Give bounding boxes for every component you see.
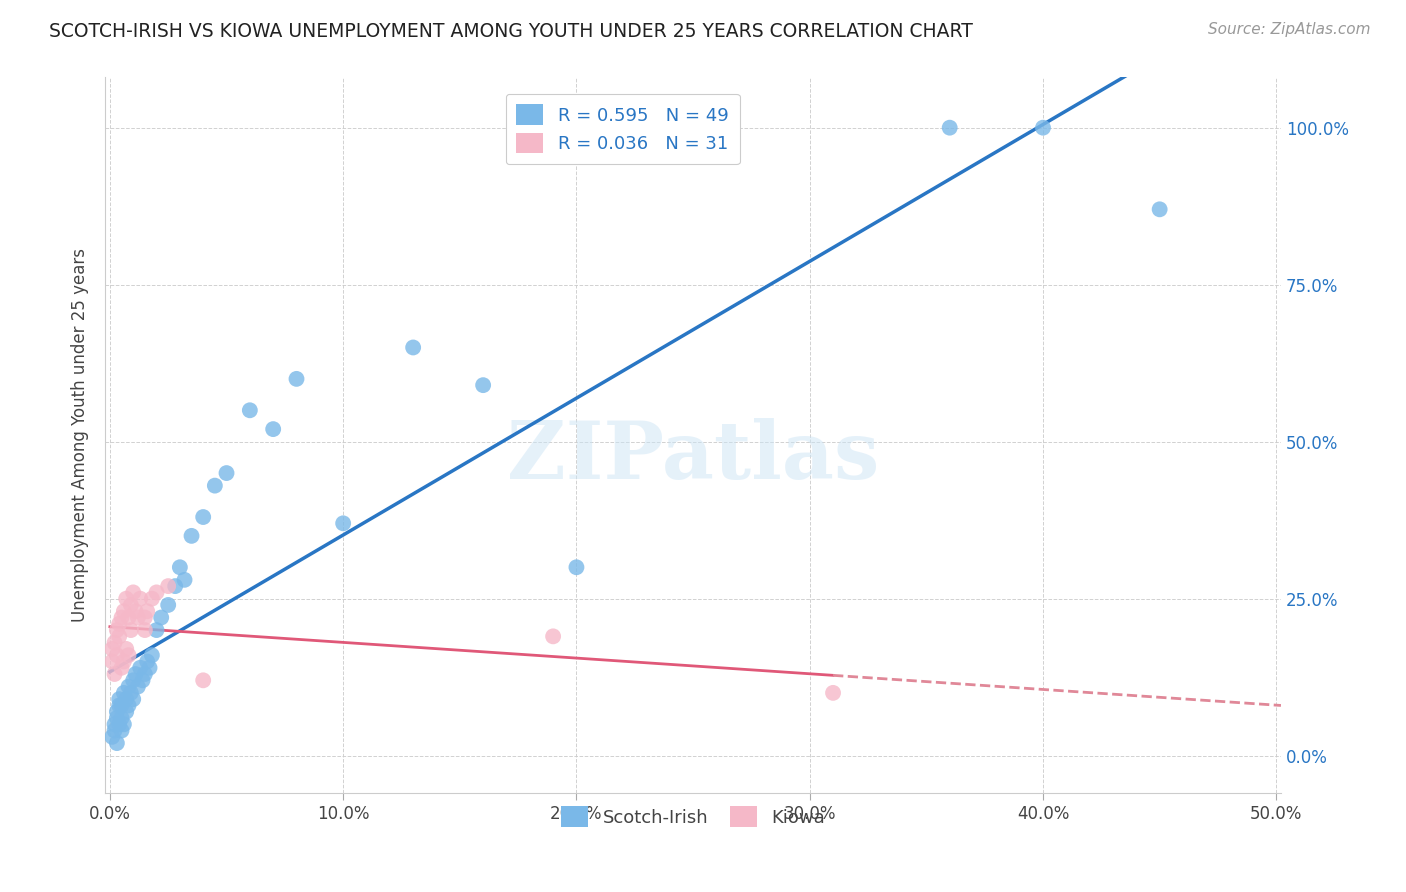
Point bbox=[105, 711, 128, 725]
Point bbox=[112, 604, 135, 618]
Point bbox=[136, 655, 159, 669]
Point bbox=[115, 641, 138, 656]
Point bbox=[157, 598, 180, 612]
Point bbox=[108, 698, 131, 713]
Point bbox=[134, 610, 156, 624]
Point bbox=[122, 692, 145, 706]
Point bbox=[131, 673, 153, 688]
Point bbox=[150, 610, 173, 624]
Point bbox=[115, 591, 138, 606]
Point bbox=[169, 560, 191, 574]
Point bbox=[165, 579, 187, 593]
Point bbox=[112, 655, 135, 669]
Point bbox=[823, 686, 845, 700]
Point bbox=[103, 635, 125, 649]
Point bbox=[285, 372, 308, 386]
Point bbox=[110, 610, 132, 624]
Point bbox=[145, 585, 167, 599]
Point bbox=[157, 579, 180, 593]
Point bbox=[124, 604, 146, 618]
Text: Source: ZipAtlas.com: Source: ZipAtlas.com bbox=[1208, 22, 1371, 37]
Point bbox=[215, 466, 238, 480]
Point bbox=[110, 661, 132, 675]
Point bbox=[565, 560, 588, 574]
Point bbox=[472, 378, 495, 392]
Point bbox=[108, 629, 131, 643]
Point bbox=[115, 705, 138, 719]
Point bbox=[138, 661, 160, 675]
Point bbox=[120, 686, 142, 700]
Point bbox=[173, 573, 195, 587]
Point bbox=[1149, 202, 1171, 217]
Point bbox=[110, 711, 132, 725]
Text: SCOTCH-IRISH VS KIOWA UNEMPLOYMENT AMONG YOUTH UNDER 25 YEARS CORRELATION CHART: SCOTCH-IRISH VS KIOWA UNEMPLOYMENT AMONG… bbox=[49, 22, 973, 41]
Point bbox=[141, 591, 163, 606]
Point bbox=[129, 591, 152, 606]
Y-axis label: Unemployment Among Youth under 25 years: Unemployment Among Youth under 25 years bbox=[72, 248, 89, 623]
Point bbox=[134, 667, 156, 681]
Point bbox=[110, 698, 132, 713]
Point bbox=[103, 717, 125, 731]
Point bbox=[120, 623, 142, 637]
Point bbox=[127, 680, 149, 694]
Point bbox=[122, 673, 145, 688]
Point bbox=[541, 629, 564, 643]
Point bbox=[105, 648, 128, 663]
Point bbox=[101, 730, 124, 744]
Point bbox=[108, 717, 131, 731]
Text: ZIPatlas: ZIPatlas bbox=[508, 417, 879, 496]
Point bbox=[204, 478, 226, 492]
Point bbox=[117, 648, 139, 663]
Point bbox=[239, 403, 262, 417]
Point bbox=[101, 641, 124, 656]
Point bbox=[262, 422, 284, 436]
Point bbox=[105, 736, 128, 750]
Point bbox=[112, 686, 135, 700]
Point bbox=[103, 723, 125, 738]
Point bbox=[117, 680, 139, 694]
Point bbox=[117, 610, 139, 624]
Point bbox=[103, 667, 125, 681]
Point bbox=[127, 610, 149, 624]
Point bbox=[112, 717, 135, 731]
Point bbox=[938, 120, 960, 135]
Legend: Scotch-Irish, Kiowa: Scotch-Irish, Kiowa bbox=[554, 799, 832, 834]
Point bbox=[193, 673, 215, 688]
Point bbox=[136, 604, 159, 618]
Point bbox=[105, 623, 128, 637]
Point bbox=[124, 667, 146, 681]
Point bbox=[180, 529, 202, 543]
Point bbox=[110, 723, 132, 738]
Point bbox=[108, 692, 131, 706]
Point bbox=[129, 661, 152, 675]
Point bbox=[1032, 120, 1054, 135]
Point bbox=[120, 598, 142, 612]
Point bbox=[105, 705, 128, 719]
Point bbox=[332, 516, 354, 531]
Point bbox=[108, 616, 131, 631]
Point bbox=[134, 623, 156, 637]
Point bbox=[115, 692, 138, 706]
Point bbox=[145, 623, 167, 637]
Point bbox=[101, 655, 124, 669]
Point bbox=[193, 510, 215, 524]
Point bbox=[141, 648, 163, 663]
Point bbox=[402, 341, 425, 355]
Point bbox=[122, 585, 145, 599]
Point bbox=[117, 698, 139, 713]
